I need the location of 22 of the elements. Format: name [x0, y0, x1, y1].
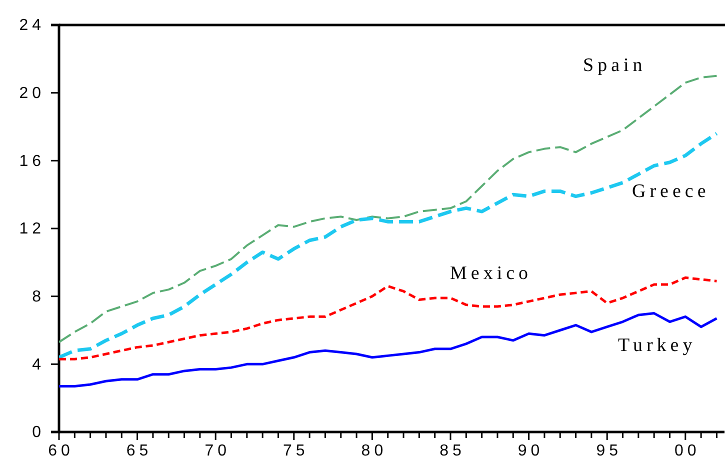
x-tick-label: 85 — [440, 442, 466, 460]
x-tick-label: 95 — [596, 442, 622, 460]
x-tick-label: 60 — [48, 442, 74, 460]
y-tick-label: 4 — [32, 356, 45, 374]
y-tick-label: 8 — [32, 288, 45, 306]
y-tick-label: 20 — [19, 84, 45, 102]
series-label: Mexico — [450, 263, 532, 284]
series-label: Greece — [632, 181, 710, 202]
series-label: Turkey — [618, 335, 696, 356]
line-series — [59, 312, 718, 388]
series-label: Spain — [583, 55, 646, 76]
x-tick-label: 80 — [361, 442, 388, 460]
y-tick-label: 0 — [32, 424, 45, 442]
x-tick-label: 90 — [518, 442, 544, 460]
x-tick-label: 65 — [126, 442, 152, 460]
x-tick-label: 00 — [674, 442, 700, 460]
x-tick-label: 70 — [204, 442, 230, 460]
x-tick-label: 75 — [283, 442, 309, 460]
y-tick-label: 16 — [19, 152, 45, 170]
line-series — [59, 132, 718, 360]
y-tick-label: 24 — [19, 17, 45, 34]
y-tick-label: 12 — [19, 220, 45, 238]
